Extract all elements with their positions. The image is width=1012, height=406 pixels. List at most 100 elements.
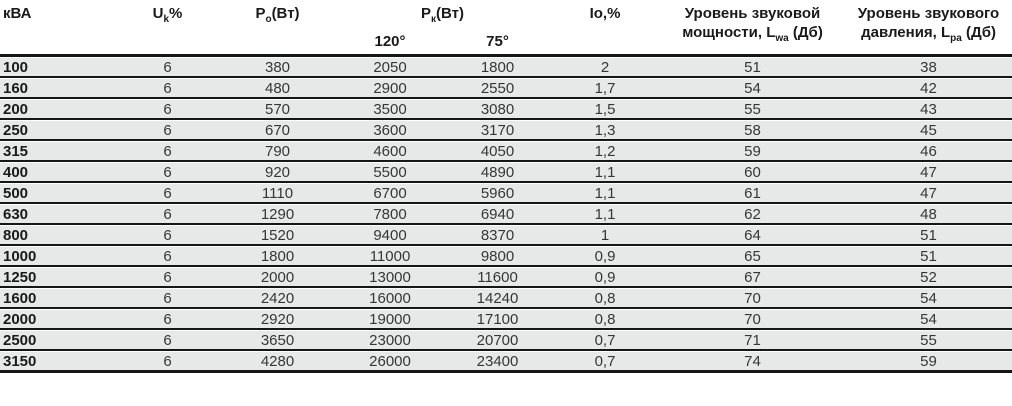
cell-value: 2050: [335, 57, 445, 78]
cell-value: 71: [660, 330, 846, 351]
table-row: 1250 6 2000 13000 11600 0,9 67 52: [0, 267, 1012, 288]
table-row: 1600 6 2420 16000 14240 0,8 70 54: [0, 288, 1012, 309]
cell-value: 1290: [220, 204, 335, 225]
cell-kva-rating: 315: [0, 141, 115, 162]
lwa-line2: мощности, L: [682, 24, 776, 41]
cell-value: 6: [115, 288, 220, 309]
uk-symbol: U: [152, 5, 164, 22]
cell-value: 1,3: [550, 120, 661, 141]
cell-value: 23400: [445, 351, 551, 373]
cell-value: 0,9: [550, 246, 661, 267]
cell-value: 58: [660, 120, 846, 141]
cell-value: 6: [115, 204, 220, 225]
cell-kva-rating: 400: [0, 162, 115, 183]
table-row: 100 6 380 2050 1800 2 51 38: [0, 57, 1012, 78]
table-row: 500 6 1110 6700 5960 1,1 61 47: [0, 183, 1012, 204]
cell-value: 6: [115, 162, 220, 183]
cell-value: 4050: [445, 141, 551, 162]
cell-value: 4600: [335, 141, 445, 162]
po-unit: (Вт): [271, 5, 300, 22]
cell-value: 6: [115, 57, 220, 78]
cell-value: 6700: [335, 183, 445, 204]
cell-value: 74: [660, 351, 846, 373]
cell-value: 55: [660, 99, 846, 120]
cell-value: 6: [115, 183, 220, 204]
lpa-unit: (Дб): [961, 24, 996, 41]
cell-kva-rating: 1250: [0, 267, 115, 288]
table-row: 250 6 670 3600 3170 1,3 58 45: [0, 120, 1012, 141]
cell-kva-rating: 100: [0, 57, 115, 78]
cell-value: 6: [115, 267, 220, 288]
cell-value: 790: [220, 141, 335, 162]
cell-value: 1110: [220, 183, 335, 204]
cell-value: 6: [115, 351, 220, 373]
cell-value: 1,5: [550, 99, 661, 120]
cell-value: 1800: [220, 246, 335, 267]
cell-value: 3170: [445, 120, 551, 141]
cell-value: 6: [115, 120, 220, 141]
cell-value: 570: [220, 99, 335, 120]
cell-value: 47: [845, 183, 1012, 204]
cell-value: 6: [115, 246, 220, 267]
cell-value: 670: [220, 120, 335, 141]
cell-value: 70: [660, 309, 846, 330]
cell-value: 0,9: [550, 267, 661, 288]
cell-value: 55: [845, 330, 1012, 351]
lwa-subscript: wa: [775, 33, 789, 44]
table-row: 2000 6 2920 19000 17100 0,8 70 54: [0, 309, 1012, 330]
cell-value: 8370: [445, 225, 551, 246]
cell-value: 2000: [220, 267, 335, 288]
table-row: 200 6 570 3500 3080 1,5 55 43: [0, 99, 1012, 120]
cell-value: 0,7: [550, 330, 661, 351]
cell-value: 5960: [445, 183, 551, 204]
cell-value: 14240: [445, 288, 551, 309]
cell-value: 9800: [445, 246, 551, 267]
cell-kva-rating: 630: [0, 204, 115, 225]
cell-value: 17100: [445, 309, 551, 330]
cell-value: 6: [115, 309, 220, 330]
cell-value: 480: [220, 78, 335, 99]
table-row: 2500 6 3650 23000 20700 0,7 71 55: [0, 330, 1012, 351]
cell-value: 62: [660, 204, 846, 225]
col-header-120deg: 120°: [335, 30, 445, 57]
cell-value: 2: [550, 57, 661, 78]
cell-kva-rating: 2000: [0, 309, 115, 330]
cell-value: 1,7: [550, 78, 661, 99]
cell-kva-rating: 2500: [0, 330, 115, 351]
cell-value: 51: [845, 246, 1012, 267]
po-subscript: o: [265, 14, 272, 25]
cell-value: 38: [845, 57, 1012, 78]
lpa-line1: Уровень звукового: [857, 5, 1000, 22]
cell-value: 3650: [220, 330, 335, 351]
cell-value: 61: [660, 183, 846, 204]
cell-value: 2900: [335, 78, 445, 99]
cell-value: 1800: [445, 57, 551, 78]
table-row: 400 6 920 5500 4890 1,1 60 47: [0, 162, 1012, 183]
col-header-io: Io,%: [550, 0, 661, 57]
cell-value: 54: [845, 309, 1012, 330]
col-header-pk: Pк(Вт): [335, 0, 551, 30]
cell-value: 11000: [335, 246, 445, 267]
cell-value: 2420: [220, 288, 335, 309]
cell-kva-rating: 1600: [0, 288, 115, 309]
cell-value: 5500: [335, 162, 445, 183]
cell-value: 1,1: [550, 204, 661, 225]
lwa-line1: Уровень звуковой: [684, 5, 821, 22]
cell-value: 7800: [335, 204, 445, 225]
table-row: 800 6 1520 9400 8370 1 64 51: [0, 225, 1012, 246]
table-header: кВА Uk% Po(Вт) Pк(Вт) Io,% Уровень звуко…: [0, 0, 1012, 57]
cell-value: 43: [845, 99, 1012, 120]
pk-unit: (Вт): [436, 5, 465, 22]
cell-value: 1: [550, 225, 661, 246]
cell-value: 70: [660, 288, 846, 309]
cell-value: 60: [660, 162, 846, 183]
cell-value: 6: [115, 141, 220, 162]
cell-value: 48: [845, 204, 1012, 225]
cell-value: 67: [660, 267, 846, 288]
cell-value: 19000: [335, 309, 445, 330]
cell-value: 16000: [335, 288, 445, 309]
cell-kva-rating: 250: [0, 120, 115, 141]
lpa-line2: давления, L: [861, 24, 951, 41]
cell-value: 47: [845, 162, 1012, 183]
cell-value: 1,1: [550, 162, 661, 183]
